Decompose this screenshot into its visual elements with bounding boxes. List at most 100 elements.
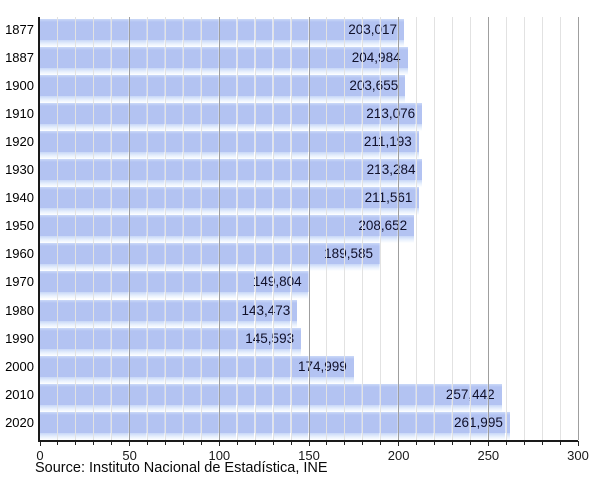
bar-shine-strip (40, 96, 406, 104)
major-tick (398, 441, 400, 446)
y-axis-label: 2020 (5, 414, 34, 430)
major-tick (308, 441, 310, 446)
minor-tick (380, 441, 382, 445)
minor-tick (469, 441, 471, 445)
bar-shine-strip (40, 152, 419, 160)
y-axis-label: 1887 (5, 50, 34, 66)
minor-tick (236, 441, 238, 445)
minor-tick (451, 441, 453, 445)
minor-tick (541, 441, 543, 445)
bar-shine-strip (40, 180, 423, 188)
bar-value-label: 257,442 (40, 384, 502, 405)
bar-shine-strip (40, 208, 420, 216)
minor-tick (57, 441, 59, 445)
y-axis-label: 1930 (5, 162, 34, 178)
bar-shine-strip (40, 320, 298, 328)
bar-value-label: 213,076 (366, 106, 416, 122)
bar: 204,984 (40, 47, 408, 69)
bar-value-label: 143,473 (241, 302, 291, 318)
bar-value-label: 203,655 (349, 78, 399, 94)
bar-shine-strip (40, 404, 502, 412)
bar-shine-strip (40, 236, 415, 244)
y-axis-label: 1900 (5, 78, 34, 94)
bar-value-label: 211,561 (364, 190, 413, 206)
minor-gridline (254, 17, 256, 440)
bar-shine-strip (40, 432, 510, 440)
major-tick (39, 441, 41, 446)
minor-gridline (362, 17, 364, 440)
bar-value-label: 213,284 (366, 162, 416, 178)
bar: 211,193 (40, 131, 419, 153)
minor-tick (559, 441, 561, 445)
minor-gridline (236, 17, 238, 440)
x-axis-tick-label: 100 (208, 448, 231, 463)
bar-shine-strip (40, 292, 309, 300)
minor-gridline (182, 17, 184, 440)
plot-area: 203,017 204,984 203,655 213,076 211,193 213,2… (38, 17, 579, 442)
minor-gridline (523, 17, 525, 440)
minor-gridline (147, 17, 149, 440)
minor-gridline (541, 17, 543, 440)
major-tick (487, 441, 489, 446)
minor-gridline (200, 17, 202, 440)
major-gridline (398, 17, 400, 440)
y-axis-label: 1980 (5, 302, 34, 318)
minor-tick (505, 441, 507, 445)
source-note: Source: Instituto Nacional de Estadístic… (35, 460, 328, 476)
minor-tick (523, 441, 525, 445)
minor-tick (75, 441, 77, 445)
minor-tick (272, 441, 274, 445)
x-axis-tick-label: 50 (122, 448, 137, 463)
y-axis-label: 1920 (5, 134, 34, 150)
y-axis-label: 1877 (5, 22, 34, 37)
minor-gridline (93, 17, 95, 440)
bar-value-label: 208,652 (358, 218, 408, 234)
bar: 149,804 (40, 271, 309, 293)
bar-value-label: 149,804 (252, 274, 302, 290)
minor-tick (416, 441, 418, 445)
major-gridline (577, 17, 579, 440)
bar: 143,473 (40, 299, 298, 321)
minor-tick (326, 441, 328, 445)
minor-gridline (505, 17, 507, 440)
minor-gridline (57, 17, 59, 440)
y-axis-label: 1950 (5, 218, 34, 234)
bar: 257,442 (40, 383, 502, 405)
y-axis-label: 1970 (5, 274, 34, 290)
x-axis-tick-label: 250 (477, 448, 500, 463)
bar: 208,652 (40, 215, 415, 237)
bar-value-label: 189,585 (324, 246, 373, 262)
major-tick (577, 441, 579, 446)
x-axis-line (38, 440, 578, 442)
minor-gridline (559, 17, 561, 440)
minor-gridline (111, 17, 113, 440)
minor-gridline (272, 17, 274, 440)
bar-shine-strip (40, 264, 380, 272)
bar-shine-strip (40, 348, 302, 356)
y-axis-label: 1960 (5, 246, 34, 262)
bar-value-label: 145,593 (245, 330, 295, 346)
bar: 145,593 (40, 327, 302, 349)
bar: 213,076 (40, 103, 423, 125)
bar: 203,017 (40, 19, 405, 40)
minor-tick (200, 441, 202, 445)
y-axis-label: 1990 (5, 330, 34, 346)
minor-gridline (165, 17, 167, 440)
minor-tick (182, 441, 184, 445)
minor-tick (362, 441, 364, 445)
minor-tick (254, 441, 256, 445)
y-axis-label: 1940 (5, 190, 34, 206)
bar-shine-strip (40, 68, 408, 76)
minor-tick (290, 441, 292, 445)
bar-value-label: 174,999 (298, 358, 347, 374)
y-axis-line (38, 17, 40, 440)
minor-gridline (344, 17, 346, 440)
bar-value-label: 211,193 (363, 134, 412, 150)
minor-gridline (451, 17, 453, 440)
minor-tick (344, 441, 346, 445)
major-gridline (218, 17, 220, 440)
bar-shine-strip (40, 40, 405, 47)
bar-shine-strip (40, 124, 423, 132)
minor-gridline (290, 17, 292, 440)
y-axis-label: 2000 (5, 358, 34, 374)
